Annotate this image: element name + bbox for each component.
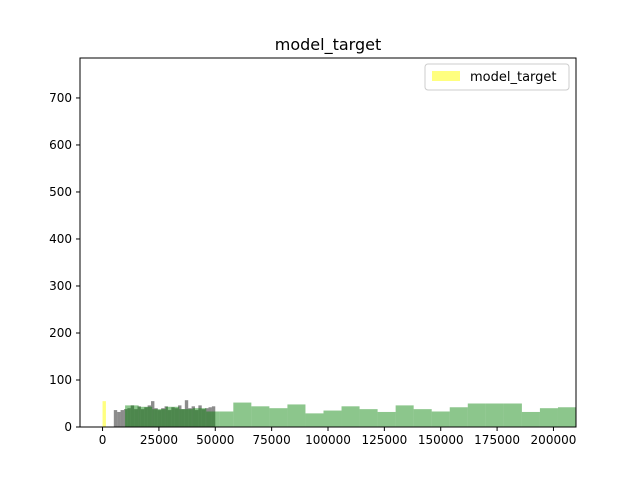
histogram-bar [123,409,128,427]
histogram-bar [140,409,145,427]
histogram-bar [557,407,576,427]
histogram-bar [137,406,141,427]
histogram-bar [191,406,195,427]
histogram-bar [449,407,468,427]
chart-title: model_target [275,35,381,55]
histogram-bar [539,408,558,427]
histogram-bar [521,411,540,427]
y-tick-label: 0 [64,420,72,434]
plot-frame [79,57,577,428]
histogram-bars [102,400,576,427]
histogram-bar [233,402,252,427]
histogram-bar [113,410,118,427]
histogram-bar [503,403,522,427]
x-tick-label: 25000 [140,433,178,447]
histogram-bar [341,406,360,427]
histogram-bar [208,407,212,427]
x-tick-label: 0 [99,433,107,447]
histogram-bar [154,408,158,427]
histogram-bar [102,401,106,427]
histogram-bar [179,409,193,427]
x-tick-label: 75000 [253,433,291,447]
y-tick-label: 200 [49,326,72,340]
histogram-bar [171,407,175,427]
histogram-bar [467,403,486,427]
histogram-bar [138,406,153,427]
legend-box [424,63,570,91]
histogram-bar [431,411,450,427]
histogram-bar [144,407,148,427]
histogram-bar [161,408,165,427]
histogram-bar [178,405,182,427]
y-tick-label: 700 [49,91,72,105]
x-tick-label: 150000 [418,433,464,447]
legend-label: model_target [470,70,557,85]
histogram-bar [130,405,135,427]
x-tick-label: 200000 [531,433,577,447]
histogram-bar [147,405,152,427]
legend: model_target [424,63,570,91]
histogram-bar [120,410,124,427]
histogram-bar [181,409,185,427]
histogram-bar [188,408,192,427]
histogram-bar [269,408,288,427]
x-tick-label: 175000 [474,433,520,447]
x-tick-label: 50000 [196,433,234,447]
legend-swatch [432,71,460,81]
histogram-bar [152,409,166,427]
histogram-bar [206,411,220,427]
histogram-bar [485,403,504,427]
histogram-bar [219,411,234,427]
histogram-bar [198,405,202,427]
histogram-bar [251,406,270,427]
histogram-bar [167,410,172,427]
histogram-bar [323,410,342,427]
y-tick-label: 100 [49,373,72,387]
histogram-bar [151,401,155,427]
histogram-bar [125,405,139,427]
histogram-bar [413,409,432,427]
histogram-bar [359,409,378,427]
plot-area [80,58,576,427]
histogram-bar [134,409,138,427]
histogram-bar [201,409,206,427]
histogram-bar [164,406,168,427]
histogram-bar [305,413,324,427]
y-tick-label: 400 [49,232,72,246]
y-tick-label: 300 [49,279,72,293]
y-axis: 0 100 200 300 400 500 600 700 [49,91,80,434]
histogram-bar [174,408,179,427]
histogram-bar [211,406,216,427]
histogram-bar [205,408,209,427]
x-tick-label: 100000 [305,433,351,447]
histogram-bar [192,408,207,427]
histogram-bar [157,410,162,427]
histogram-bar [194,410,199,427]
x-tick-label: 125000 [361,433,407,447]
y-tick-label: 500 [49,185,72,199]
histogram-bar [377,411,396,427]
histogram-bar [127,408,131,427]
histogram-bar [287,404,306,427]
histogram-bar [165,406,180,427]
histogram-bar [184,400,189,427]
histogram-bar [117,411,121,427]
y-tick-label: 600 [49,138,72,152]
histogram-bar [395,405,414,427]
x-axis: 0 25000 50000 75000 100000 125000 150000 175000… [99,427,577,447]
